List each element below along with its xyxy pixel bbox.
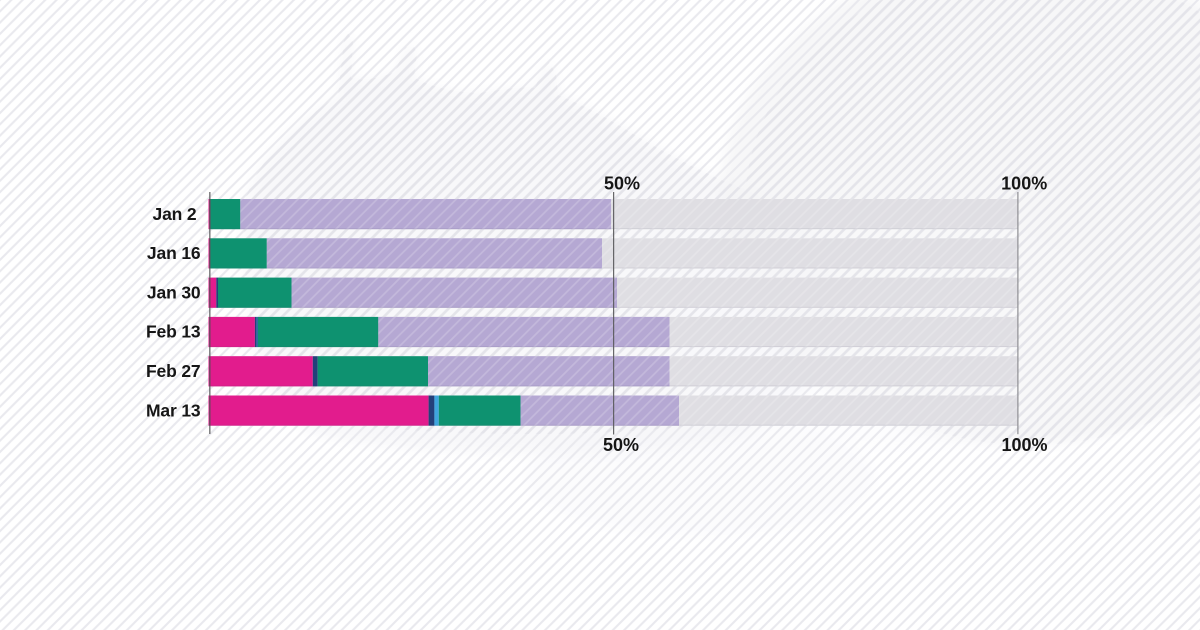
svg-text:Feb 13: Feb 13	[146, 322, 201, 342]
svg-text:Jan 16: Jan 16	[147, 243, 201, 263]
svg-text:100%: 100%	[1001, 435, 1047, 455]
svg-text:50%: 50%	[604, 173, 640, 193]
svg-text:Mar 13: Mar 13	[146, 400, 201, 420]
svg-text:50%: 50%	[603, 435, 639, 455]
svg-text:100%: 100%	[1001, 173, 1047, 193]
svg-text:Jan 2: Jan 2	[153, 204, 197, 224]
svg-text:Feb 27: Feb 27	[146, 361, 201, 381]
svg-text:Jan 30: Jan 30	[147, 282, 201, 302]
